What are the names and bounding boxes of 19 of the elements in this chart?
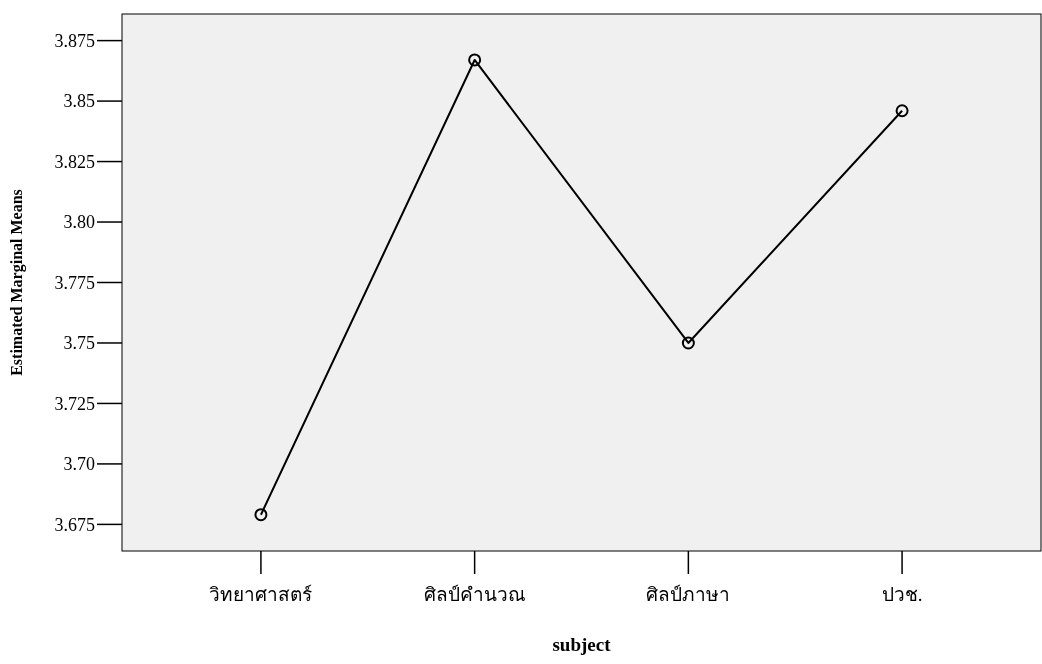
y-tick-label: 3.80 (63, 212, 95, 233)
x-tick-label: ศิลป์ภาษา (646, 584, 731, 605)
y-tick-label: 3.70 (63, 454, 95, 475)
y-tick-label: 3.825 (54, 151, 95, 172)
y-tick-label: 3.675 (54, 514, 95, 535)
y-tick-label: 3.775 (54, 272, 95, 293)
y-tick-label: 3.875 (54, 30, 95, 51)
point (254, 508, 268, 522)
x-tick-label: วิทยาศาสตร์ (209, 584, 313, 605)
y-tick-label: 3.85 (63, 91, 95, 112)
x-tick-label: ปวช. (881, 584, 923, 605)
y-axis-title: Estimated Marginal Means (8, 189, 26, 376)
y-tick-label: 3.725 (54, 393, 95, 414)
y-tick-label: 3.75 (63, 333, 95, 354)
x-axis-title: subject (552, 634, 612, 655)
x-tick-label: ศิลป์คำนวณ (423, 584, 526, 605)
point (468, 53, 482, 67)
point (895, 104, 909, 118)
point (681, 336, 695, 350)
